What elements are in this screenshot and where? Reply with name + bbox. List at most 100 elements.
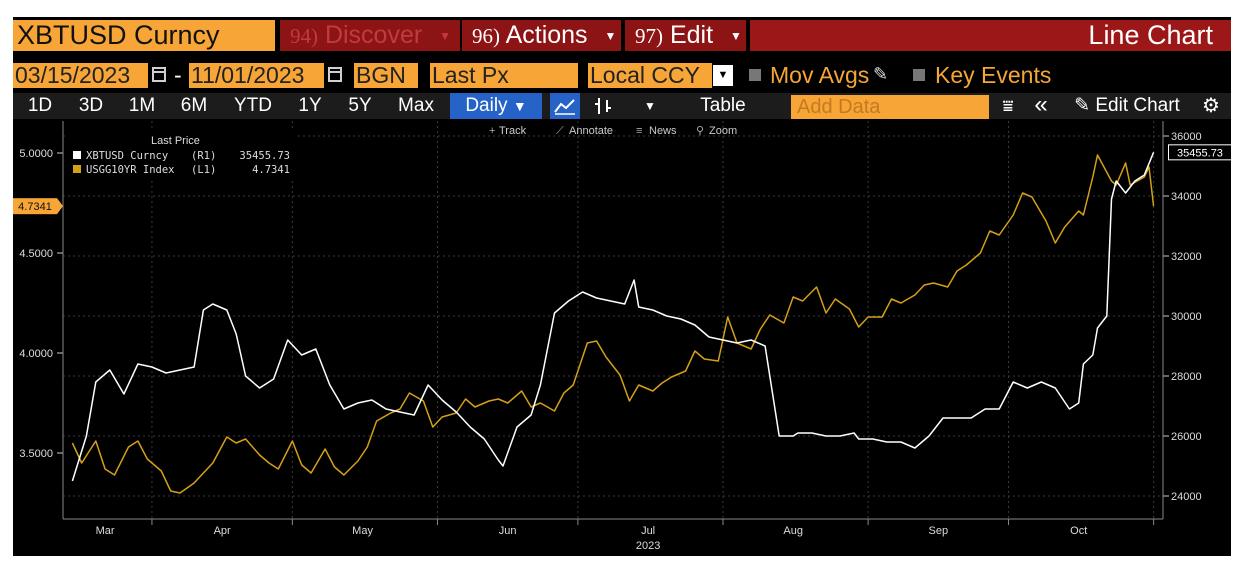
legend-background [65,131,298,178]
frequency-dropdown[interactable]: Daily ▼ [450,93,542,119]
legend-series-btc-value: 35455.73 [239,150,290,162]
chart-legend: Last Price XBTUSD Curncy (R1) 35455.73 U… [65,131,298,178]
currency-selector[interactable]: Local CCY [588,63,712,88]
calendar-icon[interactable] [328,67,342,82]
annotate-tool[interactable]: Annotate [569,125,613,137]
discover-menu[interactable]: 94) Discover ▼ [280,20,460,51]
zoom-icon[interactable]: ⚲ [696,125,704,137]
frequency-label: Daily [465,95,508,116]
period-ytd-button[interactable]: YTD [234,95,272,116]
right-axis-tick-label: 32000 [1171,251,1202,263]
last-value-label-usgg10yr: 4.7341 [18,201,52,213]
filter-menu-icon[interactable]: ⩸ [1002,96,1014,116]
page-title: Line Chart [750,20,1231,51]
source-field[interactable]: BGN [354,63,418,88]
end-date-field[interactable]: 11/01/2023 [189,63,324,88]
add-data-input[interactable]: Add Data [791,95,989,119]
left-axis-tick-label: 5.0000 [19,148,53,160]
last-value-tag-xbtusd-inner [1169,145,1231,160]
zoom-tool[interactable]: Zoom [709,125,737,137]
line-chart[interactable]: + Track ⟋ Annotate ≡ News ⚲ Zoom 24000 26… [13,121,1231,556]
legend-series-yield-name: USGG10YR Index [86,164,175,176]
edit-chart-button[interactable]: ✎ Edit Chart [1063,93,1191,119]
right-axis-tick-label: 34000 [1171,191,1202,203]
last-value-tag-usgg10yr [13,198,57,215]
chevron-down-icon[interactable]: ▼ [644,99,656,113]
table-button[interactable]: Table [700,95,746,116]
gear-icon[interactable]: ⚙ [1202,95,1220,117]
actions-menu[interactable]: 96) Actions ▼ [462,20,621,51]
security-ticker[interactable]: XBTUSD Curncy [13,20,275,51]
period-3d-button[interactable]: 3D [78,95,104,116]
collapse-double-chevron-icon[interactable]: « [1034,91,1048,118]
key-events-label[interactable]: Key Events [935,62,1052,88]
chevron-down-icon[interactable]: ▼ [713,65,733,86]
legend-title: Last Price [151,135,200,147]
field-selector[interactable]: Last Px [430,63,578,88]
legend-series-btc-axis: (R1) [191,150,216,162]
ohlc-bars-icon[interactable] [588,93,618,119]
legend-series-yield-axis: (L1) [191,164,216,176]
news-icon[interactable]: ≡ [636,125,642,137]
discover-menu-label: Discover [324,21,423,49]
actions-menu-number: 96) [472,24,500,48]
x-axis-tick-label: May [352,525,373,537]
right-axis-tick-label: 24000 [1171,491,1202,503]
calendar-icon[interactable] [152,67,166,82]
left-axis-tick-label: 3.5000 [19,448,53,460]
legend-swatch-yield [73,165,81,173]
period-1m-button[interactable]: 1M [128,95,156,116]
chevron-down-icon: ▼ [439,28,452,43]
left-axis-tick-label: 4.0000 [19,348,53,360]
start-date-field[interactable]: 03/15/2023 [13,63,148,88]
annotate-icon[interactable]: ⟋ [556,125,564,137]
chart-axes: 24000 26000 28000 30000 32000 34000 36000 3.500… [13,121,1231,552]
period-1y-button[interactable]: 1Y [298,95,322,116]
x-axis-tick-label: Jun [499,525,517,537]
chart-grid [63,121,1163,519]
mov-avgs-checkbox[interactable] [749,69,761,81]
date-range-separator: - [174,62,182,88]
track-tool[interactable]: Track [499,125,527,137]
x-axis-tick-label: Jul [641,525,655,537]
right-axis-tick-label: 36000 [1171,131,1202,143]
title-bar: XBTUSD Curncy 94) Discover ▼ 96) Actions… [13,17,1231,53]
toolbar: 1D 3D 1M 6M YTD 1Y 5Y Max Daily ▼ ▼ Tabl… [13,93,1231,119]
right-axis-tick-label: 30000 [1171,311,1202,323]
edit-menu[interactable]: 97) Edit ▼ [625,20,746,51]
series-line-usgg10yr [71,154,1155,494]
pencil-icon[interactable]: ✎ [873,64,889,84]
period-6m-button[interactable]: 6M [180,95,208,116]
legend-swatch-btc [73,151,81,159]
chevron-down-icon: ▼ [512,98,527,114]
x-axis-tick-label: Mar [96,525,115,537]
chart-series [71,152,1155,494]
legend-series-yield-value: 4.7341 [252,164,290,176]
x-axis-tick-label: Apr [214,525,231,537]
chevron-down-icon: ▼ [730,28,742,43]
key-events-checkbox[interactable] [913,69,925,81]
last-value-label-xbtusd: 35455.73 [1177,147,1223,159]
date-controls: 03/15/2023 - 11/01/2023 BGN Last Px Loca… [13,63,1231,89]
discover-menu-number: 94) [290,24,318,48]
legend-series-btc-name: XBTUSD Curncy [86,150,168,162]
right-axis-tick-label: 28000 [1171,371,1202,383]
mov-avgs-label[interactable]: Mov Avgs [770,62,870,88]
pencil-icon: ✎ [1074,95,1091,116]
crosshair-icon[interactable]: + [489,125,495,137]
news-tool[interactable]: News [649,125,677,137]
period-1d-button[interactable]: 1D [27,95,53,116]
line-chart-icon[interactable] [550,93,580,119]
right-axis-tick-label: 26000 [1171,431,1202,443]
x-axis-tick-label: Oct [1070,525,1087,537]
actions-menu-label: Actions [505,21,588,49]
x-axis-tick-label: Aug [783,525,803,537]
last-value-tag-usgg10yr-pointer [57,198,63,215]
period-max-button[interactable]: Max [398,95,434,116]
x-axis-tick-label: Sep [929,525,949,537]
edit-chart-label: Edit Chart [1095,95,1180,116]
chart-tools: + Track ⟋ Annotate ≡ News ⚲ Zoom [489,125,737,137]
edit-menu-number: 97) [635,24,663,48]
edit-menu-label: Edit [669,21,714,49]
period-5y-button[interactable]: 5Y [348,95,372,116]
